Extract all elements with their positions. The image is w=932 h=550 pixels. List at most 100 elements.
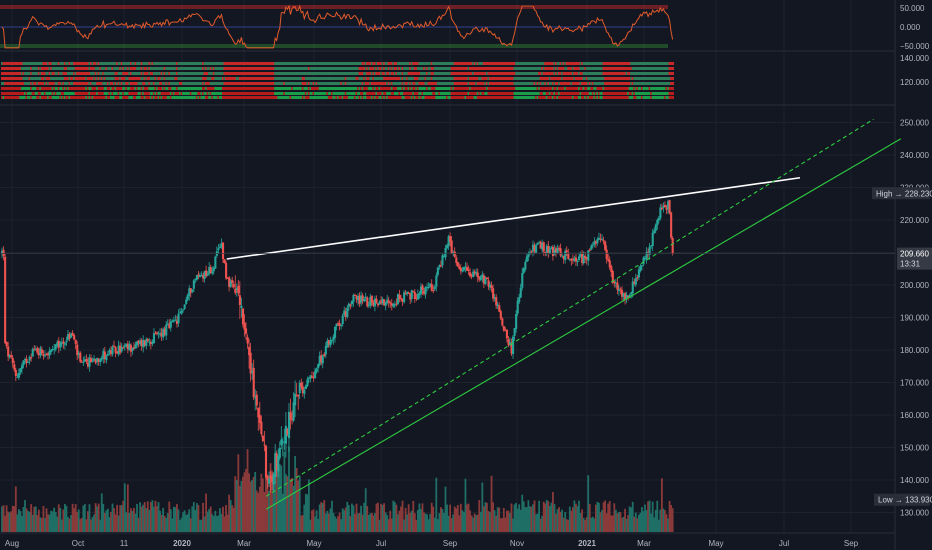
heatmap-cell (435, 62, 438, 65)
oscillator-pane[interactable] (0, 4, 674, 49)
volume-bar (475, 515, 478, 532)
heatmap-cell (54, 96, 58, 99)
heatmap-cell (27, 62, 30, 65)
heatmap-cell (318, 77, 322, 80)
heatmap-cell (240, 77, 243, 80)
volume-bar (309, 519, 312, 532)
heatmap-cell (644, 62, 647, 65)
heatmap-cell (564, 87, 567, 90)
heatmap-cell (435, 96, 438, 99)
heatmap-cell (663, 82, 667, 85)
heatmap-cell (469, 92, 472, 95)
trendlines[interactable] (226, 118, 902, 510)
heatmap-cell (645, 82, 648, 85)
upper-trendline[interactable] (226, 176, 801, 260)
heatmap-cell (373, 87, 377, 90)
heatmap-cell (183, 62, 187, 65)
price-axis[interactable]: 250.000240.000230.000220.000210.000200.0… (900, 4, 930, 518)
heatmap-cell (527, 67, 530, 70)
heatmap-cell (40, 62, 44, 65)
candle-body (209, 267, 212, 274)
heatmap-cell (245, 82, 248, 85)
heatmap-cell (505, 87, 509, 90)
price-candles[interactable] (1, 199, 674, 493)
heatmap-cell (180, 67, 183, 70)
volume-bar (123, 483, 126, 532)
heatmap-cell (125, 67, 128, 70)
heatmap-cell (364, 77, 368, 80)
volume-bar (522, 501, 525, 532)
heatmap-cell (143, 87, 147, 90)
heatmap-cell (556, 92, 559, 95)
indicator-heatmap-pane[interactable] (1, 62, 675, 99)
candle-body (657, 217, 660, 221)
heatmap-cell (8, 96, 12, 99)
heatmap-cell (283, 92, 286, 95)
heatmap-cell (455, 72, 458, 75)
heatmap-cell (246, 62, 249, 65)
heatmap-cell (561, 62, 564, 65)
heatmap-cell (423, 82, 426, 85)
heatmap-cell (157, 67, 160, 70)
candle-body (329, 339, 332, 346)
heatmap-cell (66, 62, 70, 65)
heatmap-cell (659, 82, 662, 85)
heatmap-cell (653, 96, 656, 99)
heatmap-cell (581, 67, 584, 70)
heatmap-cell (40, 77, 44, 80)
heatmap-cell (343, 96, 346, 99)
candle-body (597, 237, 601, 240)
volume-bar (533, 500, 536, 532)
heatmap-cell (478, 92, 481, 95)
heatmap-cell (320, 62, 323, 65)
candle-body (206, 273, 209, 276)
heatmap-cell (495, 67, 498, 70)
heatmap-cell (640, 72, 644, 75)
candle-body (172, 320, 175, 322)
heatmap-cell (90, 77, 93, 80)
heatmap-cell (22, 82, 25, 85)
heatmap-cell (148, 62, 151, 65)
heatmap-cell (648, 77, 652, 80)
volume-bar (76, 511, 79, 532)
heatmap-cell (567, 67, 570, 70)
candle-body (551, 246, 555, 257)
heatmap-cell (430, 77, 434, 80)
heatmap-cell (467, 87, 470, 90)
heatmap-cell (597, 62, 601, 65)
heatmap-cell (105, 72, 108, 75)
heatmap-cell (123, 77, 127, 80)
candle-body (146, 339, 149, 342)
heatmap-cell (13, 62, 16, 65)
heatmap-cell (418, 96, 421, 99)
heatmap-cell (504, 92, 507, 95)
candle-body (340, 325, 343, 327)
volume-bar (219, 508, 221, 532)
heatmap-cell (117, 67, 121, 70)
heatmap-cell (30, 77, 33, 80)
heatmap-cell (493, 96, 497, 99)
heatmap-cell (482, 96, 486, 99)
heatmap-cell (145, 62, 148, 65)
heatmap-cell (582, 82, 586, 85)
heatmap-cell (300, 67, 303, 70)
lower-trendline-dashed[interactable] (265, 118, 874, 497)
heatmap-cell (214, 67, 217, 70)
heatmap-cell (25, 72, 28, 75)
time-axis[interactable]: Aug Oct 11 2020 Mar May Jul Sep Nov 2021 Mar May Jul… (5, 539, 859, 548)
heatmap-cell (525, 92, 529, 95)
volume-bar (518, 504, 521, 532)
heatmap-cell (86, 62, 90, 65)
heatmap-cell (307, 67, 311, 70)
candle-body (240, 305, 243, 308)
heatmap-cell (372, 77, 375, 80)
heatmap-cell (109, 77, 113, 80)
heatmap-cell (304, 92, 308, 95)
lower-trendline-solid[interactable] (265, 138, 902, 510)
heatmap-cell (599, 67, 602, 70)
heatmap-cell (292, 77, 295, 80)
heatmap-cell (202, 92, 205, 95)
heatmap-cell (639, 77, 642, 80)
heatmap-cell (65, 77, 68, 80)
